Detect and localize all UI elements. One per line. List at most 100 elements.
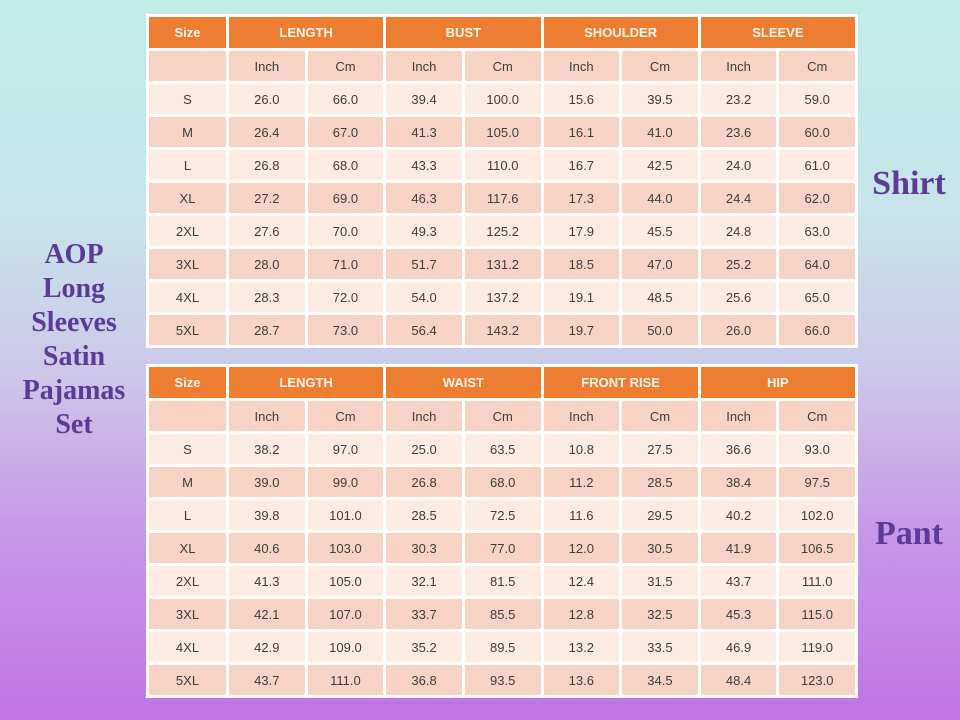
value-cell: 46.9: [700, 632, 777, 662]
value-cell: 60.0: [779, 117, 855, 147]
value-cell: 24.8: [700, 216, 777, 246]
size-row-5xl: 5XL 28.7 73.0 56.4 143.2 19.7 50.0 26.0 66.0: [149, 315, 855, 345]
value-cell: 125.2: [464, 216, 541, 246]
size-row-2xl: 2XL 41.3 105.0 32.1 81.5 12.4 31.5 43.7 111.0: [149, 566, 855, 596]
value-cell: 29.5: [622, 500, 698, 530]
shirt-size-table: Size LENGTH BUST SHOULDER SLEEVE Inch Cm Inch Cm…: [146, 14, 858, 348]
value-cell: 24.0: [700, 150, 777, 180]
size-row-4xl: 4XL 28.3 72.0 54.0 137.2 19.1 48.5 25.6 65.0: [149, 282, 855, 312]
value-cell: 110.0: [464, 150, 541, 180]
value-cell: 10.8: [543, 434, 620, 464]
value-cell: 26.8: [386, 467, 462, 497]
size-cell: 4XL: [149, 282, 226, 312]
value-cell: 43.7: [229, 665, 305, 695]
value-cell: 40.6: [229, 533, 305, 563]
unit-header-row: Inch Cm Inch Cm Inch Cm Inch Cm: [149, 401, 855, 431]
value-cell: 39.8: [229, 500, 305, 530]
value-cell: 66.0: [779, 315, 855, 345]
unit-header-cm: Cm: [622, 401, 698, 431]
value-cell: 28.5: [386, 500, 462, 530]
value-cell: 28.5: [622, 467, 698, 497]
value-cell: 48.4: [700, 665, 777, 695]
product-title: AOP Long Sleeves Satin Pajamas Set: [0, 238, 148, 442]
value-cell: 28.0: [229, 249, 305, 279]
size-cell: S: [149, 434, 226, 464]
unit-header-inch: Inch: [229, 401, 305, 431]
value-cell: 72.5: [464, 500, 541, 530]
size-cell: XL: [149, 183, 226, 213]
value-cell: 11.6: [543, 500, 620, 530]
value-cell: 42.1: [229, 599, 305, 629]
size-cell: L: [149, 150, 226, 180]
value-cell: 64.0: [779, 249, 855, 279]
value-cell: 77.0: [464, 533, 541, 563]
size-cell: 3XL: [149, 599, 226, 629]
value-cell: 41.3: [386, 117, 462, 147]
value-cell: 25.6: [700, 282, 777, 312]
product-title-line: Sleeves: [31, 307, 117, 338]
column-header-size: Size: [149, 17, 226, 48]
unit-header-inch: Inch: [386, 401, 462, 431]
size-row-l: L 26.8 68.0 43.3 110.0 16.7 42.5 24.0 61.0: [149, 150, 855, 180]
value-cell: 99.0: [307, 467, 384, 497]
column-header-sleeve: SLEEVE: [700, 17, 855, 48]
value-cell: 41.3: [229, 566, 305, 596]
value-cell: 109.0: [307, 632, 384, 662]
value-cell: 40.2: [700, 500, 777, 530]
value-cell: 11.2: [543, 467, 620, 497]
value-cell: 25.0: [386, 434, 462, 464]
value-cell: 59.0: [779, 84, 855, 114]
value-cell: 43.7: [700, 566, 777, 596]
size-row-l: L 39.8 101.0 28.5 72.5 11.6 29.5 40.2 102.0: [149, 500, 855, 530]
value-cell: 23.2: [700, 84, 777, 114]
unit-header-cm: Cm: [779, 401, 855, 431]
value-cell: 45.5: [622, 216, 698, 246]
value-cell: 28.7: [229, 315, 305, 345]
value-cell: 119.0: [779, 632, 855, 662]
value-cell: 63.0: [779, 216, 855, 246]
column-header-front-rise: FRONT RISE: [543, 367, 698, 398]
value-cell: 27.6: [229, 216, 305, 246]
size-row-m: M 26.4 67.0 41.3 105.0 16.1 41.0 23.6 60.0: [149, 117, 855, 147]
product-title-line: Satin: [42, 341, 106, 372]
size-cell: 5XL: [149, 665, 226, 695]
value-cell: 12.8: [543, 599, 620, 629]
value-cell: 115.0: [779, 599, 855, 629]
value-cell: 12.0: [543, 533, 620, 563]
value-cell: 103.0: [307, 533, 384, 563]
size-row-4xl: 4XL 42.9 109.0 35.2 89.5 13.2 33.5 46.9 119.0: [149, 632, 855, 662]
value-cell: 69.0: [307, 183, 384, 213]
shirt-label: Shirt: [872, 165, 946, 202]
value-cell: 19.1: [543, 282, 620, 312]
value-cell: 72.0: [307, 282, 384, 312]
value-cell: 51.7: [386, 249, 462, 279]
value-cell: 32.5: [622, 599, 698, 629]
unit-header-inch: Inch: [229, 51, 305, 81]
value-cell: 93.0: [779, 434, 855, 464]
size-row-5xl: 5XL 43.7 111.0 36.8 93.5 13.6 34.5 48.4 123.0: [149, 665, 855, 695]
product-title-line: Set: [55, 409, 93, 440]
value-cell: 63.5: [464, 434, 541, 464]
value-cell: 38.4: [700, 467, 777, 497]
size-cell: 2XL: [149, 566, 226, 596]
value-cell: 93.5: [464, 665, 541, 695]
value-cell: 89.5: [464, 632, 541, 662]
value-cell: 56.4: [386, 315, 462, 345]
value-cell: 67.0: [307, 117, 384, 147]
size-row-3xl: 3XL 28.0 71.0 51.7 131.2 18.5 47.0 25.2 64.0: [149, 249, 855, 279]
value-cell: 46.3: [386, 183, 462, 213]
value-cell: 26.0: [229, 84, 305, 114]
unit-header-inch: Inch: [543, 51, 620, 81]
value-cell: 17.3: [543, 183, 620, 213]
value-cell: 32.1: [386, 566, 462, 596]
value-cell: 38.2: [229, 434, 305, 464]
size-row-3xl: 3XL 42.1 107.0 33.7 85.5 12.8 32.5 45.3 115.0: [149, 599, 855, 629]
unit-header-cm: Cm: [464, 51, 541, 81]
value-cell: 34.5: [622, 665, 698, 695]
value-cell: 26.4: [229, 117, 305, 147]
column-header-length: LENGTH: [229, 367, 384, 398]
value-cell: 143.2: [464, 315, 541, 345]
value-cell: 30.3: [386, 533, 462, 563]
value-cell: 33.5: [622, 632, 698, 662]
unit-header-cm: Cm: [307, 51, 384, 81]
